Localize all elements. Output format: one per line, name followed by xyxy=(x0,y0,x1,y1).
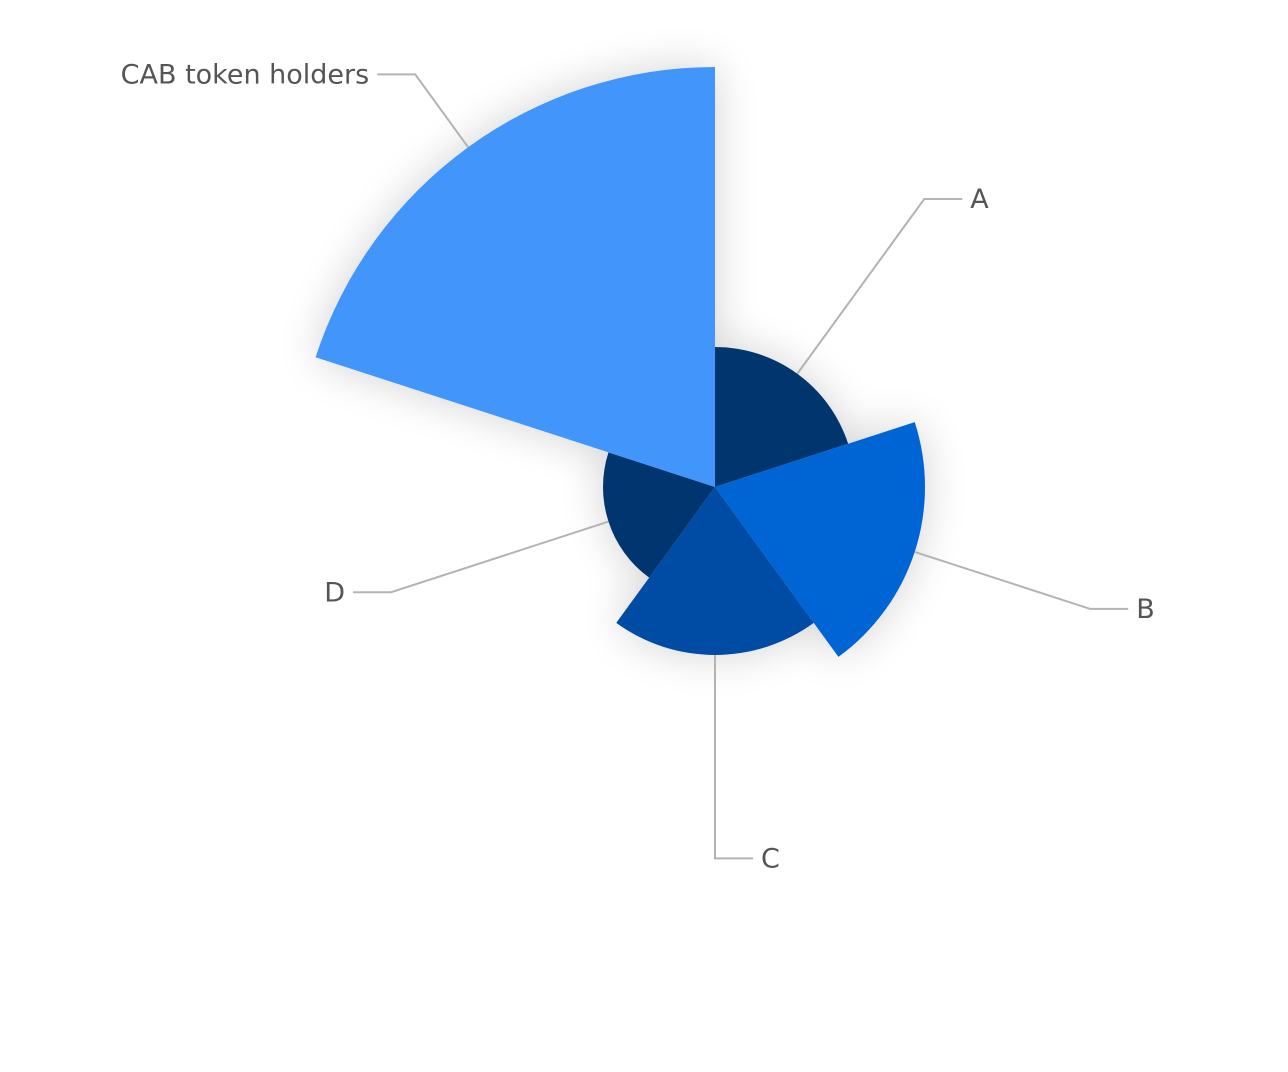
leader-line-a xyxy=(796,197,963,375)
slice-d[interactable] xyxy=(602,452,715,578)
leader-line-c xyxy=(714,655,753,860)
leader-line-b xyxy=(914,550,1129,610)
slice-label-cab-token-holders: CAB token holders xyxy=(121,59,370,90)
leader-lines-group xyxy=(353,73,1129,860)
slices-group xyxy=(315,67,925,657)
leader-line-cab-token-holders xyxy=(377,73,469,148)
slice-label-b: B xyxy=(1136,594,1155,625)
slice-label-a: A xyxy=(970,184,989,215)
slice-cab-token-holders[interactable] xyxy=(315,67,715,487)
leader-line-d xyxy=(353,520,609,594)
labels-group: A B C D CAB token holders xyxy=(121,59,1155,874)
slice-c[interactable] xyxy=(616,487,814,655)
slice-a[interactable] xyxy=(715,347,849,487)
slice-label-d: D xyxy=(324,577,345,608)
slice-label-c: C xyxy=(761,843,780,874)
slice-b[interactable] xyxy=(715,422,925,657)
